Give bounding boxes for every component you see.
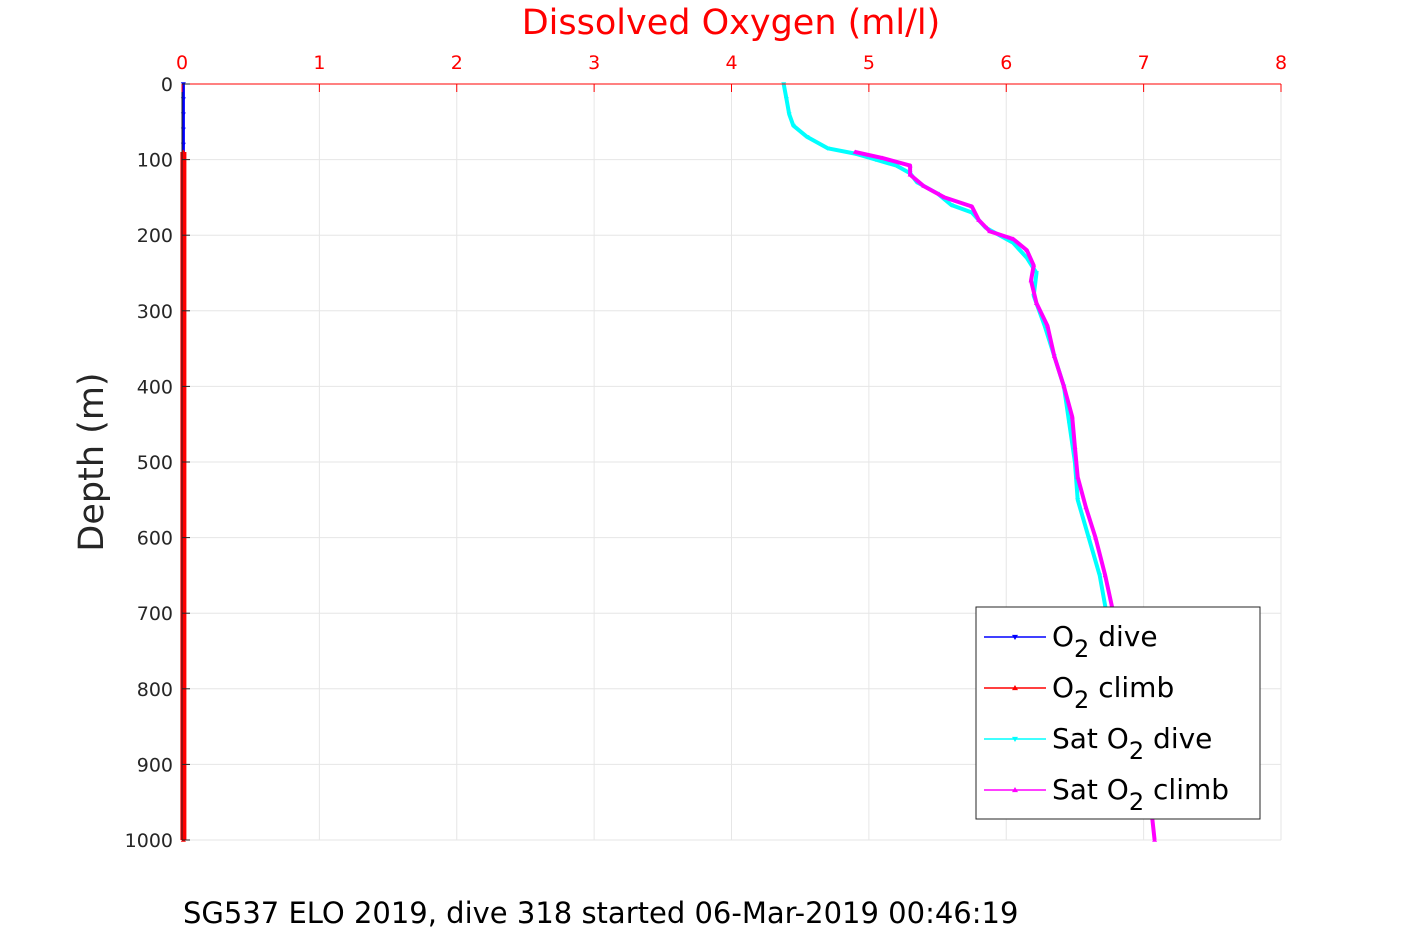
- data-point: [804, 135, 810, 140]
- x-tick-label: 5: [863, 52, 875, 74]
- data-point: [976, 217, 982, 222]
- legend-item: O2 climb: [984, 671, 1174, 714]
- data-point: [969, 203, 975, 209]
- legend-label: Sat O2 dive: [1052, 722, 1212, 765]
- series-line: [781, 83, 1109, 614]
- x-tick-label: 3: [588, 52, 600, 74]
- x-tick-label: 0: [176, 52, 188, 74]
- data-point: [1075, 474, 1081, 479]
- legend-swatch-marker: [1012, 634, 1018, 640]
- y-tick-label: 1000: [125, 830, 173, 852]
- data-point: [1033, 271, 1039, 276]
- y-tick-label: 0: [161, 74, 173, 96]
- legend-swatch-marker: [1012, 685, 1018, 691]
- data-point: [1072, 444, 1078, 449]
- data-point: [987, 228, 993, 234]
- data-point: [1066, 422, 1072, 427]
- data-point: [825, 146, 831, 151]
- legend-item: Sat O2 climb: [984, 773, 1229, 816]
- legend-label-suffix: dive: [1089, 620, 1157, 653]
- legend-label-main: O: [1052, 620, 1074, 653]
- y-tick-label: 800: [137, 679, 173, 701]
- legend-label-main: O: [1052, 671, 1074, 704]
- data-point: [1093, 535, 1099, 540]
- legend-label-main: Sat O: [1052, 722, 1129, 755]
- y-tick-label: 200: [137, 225, 173, 247]
- y-tick-label: 100: [137, 150, 173, 172]
- y-axis-label: Depth (m): [72, 372, 112, 551]
- data-point: [786, 112, 792, 117]
- data-point: [783, 97, 789, 102]
- data-point: [1086, 535, 1092, 541]
- x-tick-label: 7: [1138, 52, 1150, 74]
- x-tick-label: 2: [451, 52, 463, 74]
- y-tick-label: 400: [137, 376, 173, 398]
- data-point: [852, 149, 858, 154]
- legend-label: O2 dive: [1052, 620, 1158, 663]
- grid: [181, 83, 1282, 841]
- legend-label-subscript: 2: [1129, 788, 1144, 816]
- data-point: [1044, 323, 1050, 328]
- series-sat-o2-dive: [781, 82, 1110, 616]
- legend-label-subscript: 2: [1129, 737, 1144, 765]
- data-point: [1069, 414, 1075, 419]
- y-tick-label: 300: [137, 301, 173, 323]
- data-point: [1024, 247, 1030, 253]
- data-point: [1075, 498, 1081, 503]
- data-point: [1031, 262, 1037, 268]
- data-point: [1033, 300, 1039, 305]
- y-tick-label: 500: [137, 452, 173, 474]
- chart-title: Dissolved Oxygen (ml/l): [522, 3, 941, 43]
- data-point: [1051, 353, 1057, 358]
- legend-box: [975, 606, 1261, 820]
- x-tick-label: 1: [313, 52, 325, 74]
- y-tick-label: 700: [137, 603, 173, 625]
- data-point: [907, 163, 913, 168]
- legend-swatch-marker: [1012, 736, 1018, 742]
- legend-swatch-marker: [1012, 787, 1018, 793]
- data-point: [1010, 236, 1016, 241]
- data-point: [893, 163, 899, 169]
- y-tick-label: 900: [137, 754, 173, 776]
- legend-label-suffix: dive: [1144, 722, 1212, 755]
- data-point: [1061, 383, 1067, 389]
- legend-label: O2 climb: [1052, 671, 1174, 714]
- legend-label: Sat O2 climb: [1052, 773, 1229, 816]
- x-tick-label: 4: [725, 52, 737, 74]
- legend-label-suffix: climb: [1144, 773, 1229, 806]
- caption: SG537 ELO 2019, dive 318 started 06-Mar-…: [183, 896, 1019, 930]
- legend-label-suffix: climb: [1089, 671, 1174, 704]
- data-point: [873, 157, 879, 163]
- legend-item: O2 dive: [984, 620, 1158, 663]
- data-point: [1083, 504, 1089, 510]
- x-tick-label: 6: [1000, 52, 1012, 74]
- data-point: [790, 123, 796, 129]
- data-point: [907, 172, 913, 177]
- data-point: [921, 183, 927, 188]
- data-point: [948, 203, 954, 208]
- legend-label-subscript: 2: [1074, 686, 1089, 714]
- legend-label-main: Sat O: [1052, 773, 1129, 806]
- x-tick-label: 8: [1275, 52, 1287, 74]
- data-point: [1152, 837, 1158, 842]
- data-point: [880, 155, 886, 160]
- y-tick-label: 600: [137, 528, 173, 550]
- data-point: [1028, 278, 1034, 283]
- axes: 0 1 2 3 4 5 6 7 8 0 100 200 300 400 500 600 700 800 900 100…: [125, 52, 1287, 852]
- data-point: [941, 194, 947, 200]
- legend-item: Sat O2 dive: [984, 722, 1212, 765]
- legend-label-subscript: 2: [1074, 635, 1089, 663]
- data-point: [1102, 572, 1108, 578]
- data-point: [1097, 573, 1103, 578]
